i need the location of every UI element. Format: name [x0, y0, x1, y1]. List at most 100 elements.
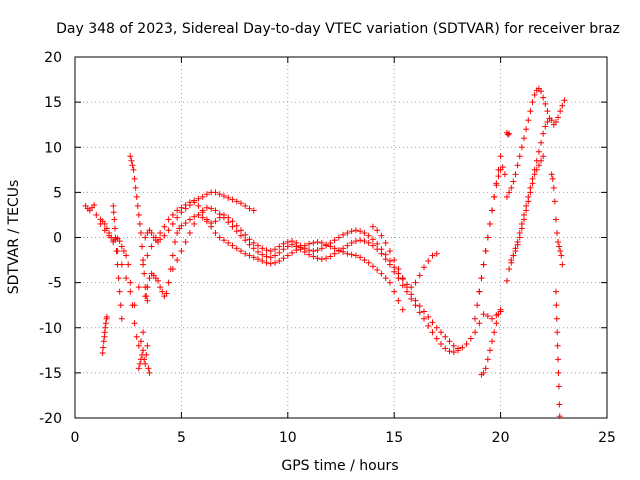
data-point [191, 213, 198, 220]
data-point [553, 302, 560, 309]
data-point [237, 232, 244, 239]
data-point [182, 220, 189, 227]
data-point [505, 131, 512, 138]
data-point [111, 216, 118, 223]
data-point [365, 232, 372, 239]
data-point [233, 198, 240, 205]
data-point [497, 153, 504, 160]
data-point [154, 277, 161, 284]
data-point [293, 243, 300, 250]
data-point [374, 246, 381, 253]
series-s18 [548, 171, 566, 268]
data-point [484, 356, 491, 363]
data-point [552, 118, 559, 125]
data-point [137, 229, 144, 236]
data-point [143, 351, 150, 358]
data-point [378, 270, 385, 277]
data-point [399, 282, 406, 289]
data-point [506, 189, 513, 196]
data-point [144, 297, 151, 304]
data-point [369, 263, 376, 270]
data-point [267, 260, 274, 267]
y-tick-label: 5 [53, 185, 62, 201]
data-point [512, 171, 519, 178]
data-point [455, 345, 462, 352]
data-point [246, 252, 253, 259]
data-point [527, 108, 534, 115]
data-point [142, 360, 149, 367]
chart-title: Day 348 of 2023, Sidereal Day-to-day VTE… [56, 21, 620, 37]
data-point [555, 369, 562, 376]
data-point [408, 291, 415, 298]
data-point [531, 91, 538, 98]
data-point [425, 313, 432, 320]
data-point [348, 239, 355, 246]
data-point [203, 204, 210, 211]
data-point [172, 239, 179, 246]
data-point [99, 350, 106, 357]
data-point [91, 202, 98, 209]
series-s2 [97, 216, 151, 349]
data-point [255, 248, 262, 255]
data-point [276, 249, 283, 256]
data-point [314, 239, 321, 246]
data-point [544, 108, 551, 115]
data-point [365, 239, 372, 246]
data-point [144, 252, 151, 259]
data-point [169, 211, 176, 218]
data-point [542, 100, 549, 107]
data-point [472, 315, 479, 322]
data-point [133, 333, 140, 340]
data-point [145, 365, 152, 372]
data-point [352, 227, 359, 234]
data-point [508, 257, 515, 264]
data-point [169, 266, 176, 273]
data-point [476, 288, 483, 295]
data-point [220, 237, 227, 244]
data-point [112, 225, 119, 232]
data-point [129, 302, 136, 309]
data-point [382, 239, 389, 246]
data-point [486, 347, 493, 354]
data-point [212, 229, 219, 236]
data-point [525, 198, 532, 205]
x-tick-label: 5 [177, 430, 186, 446]
data-point [141, 356, 148, 363]
data-point [118, 315, 125, 322]
data-point [174, 214, 181, 221]
series-s6 [135, 342, 153, 376]
data-point [102, 324, 109, 331]
data-point [552, 288, 559, 295]
series-s4 [99, 313, 110, 357]
data-point [125, 261, 132, 268]
data-point [127, 153, 134, 160]
data-point [208, 220, 215, 227]
data-point [267, 248, 274, 255]
data-point [395, 297, 402, 304]
data-point [538, 88, 545, 95]
data-point [446, 338, 453, 345]
data-point [225, 194, 232, 201]
data-point [103, 225, 110, 232]
data-point [195, 195, 202, 202]
data-point [556, 401, 563, 408]
data-point [416, 309, 423, 316]
data-point [416, 272, 423, 279]
data-point [310, 239, 317, 246]
data-point [310, 253, 317, 260]
data-point [165, 227, 172, 234]
data-point [438, 329, 445, 336]
data-point [229, 196, 236, 203]
data-point [272, 259, 279, 266]
data-point [344, 250, 351, 257]
data-point [127, 288, 134, 295]
data-point [361, 257, 368, 264]
data-point [425, 257, 432, 264]
data-point [142, 234, 149, 241]
data-point [535, 148, 542, 155]
data-point [163, 290, 170, 297]
data-point [140, 257, 147, 264]
data-point [553, 229, 560, 236]
data-point [139, 243, 146, 250]
